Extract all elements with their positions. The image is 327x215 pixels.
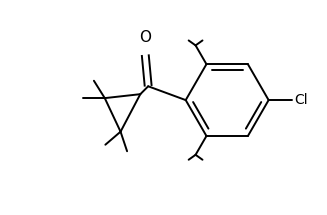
Text: O: O [139, 30, 151, 45]
Text: Cl: Cl [294, 93, 308, 107]
